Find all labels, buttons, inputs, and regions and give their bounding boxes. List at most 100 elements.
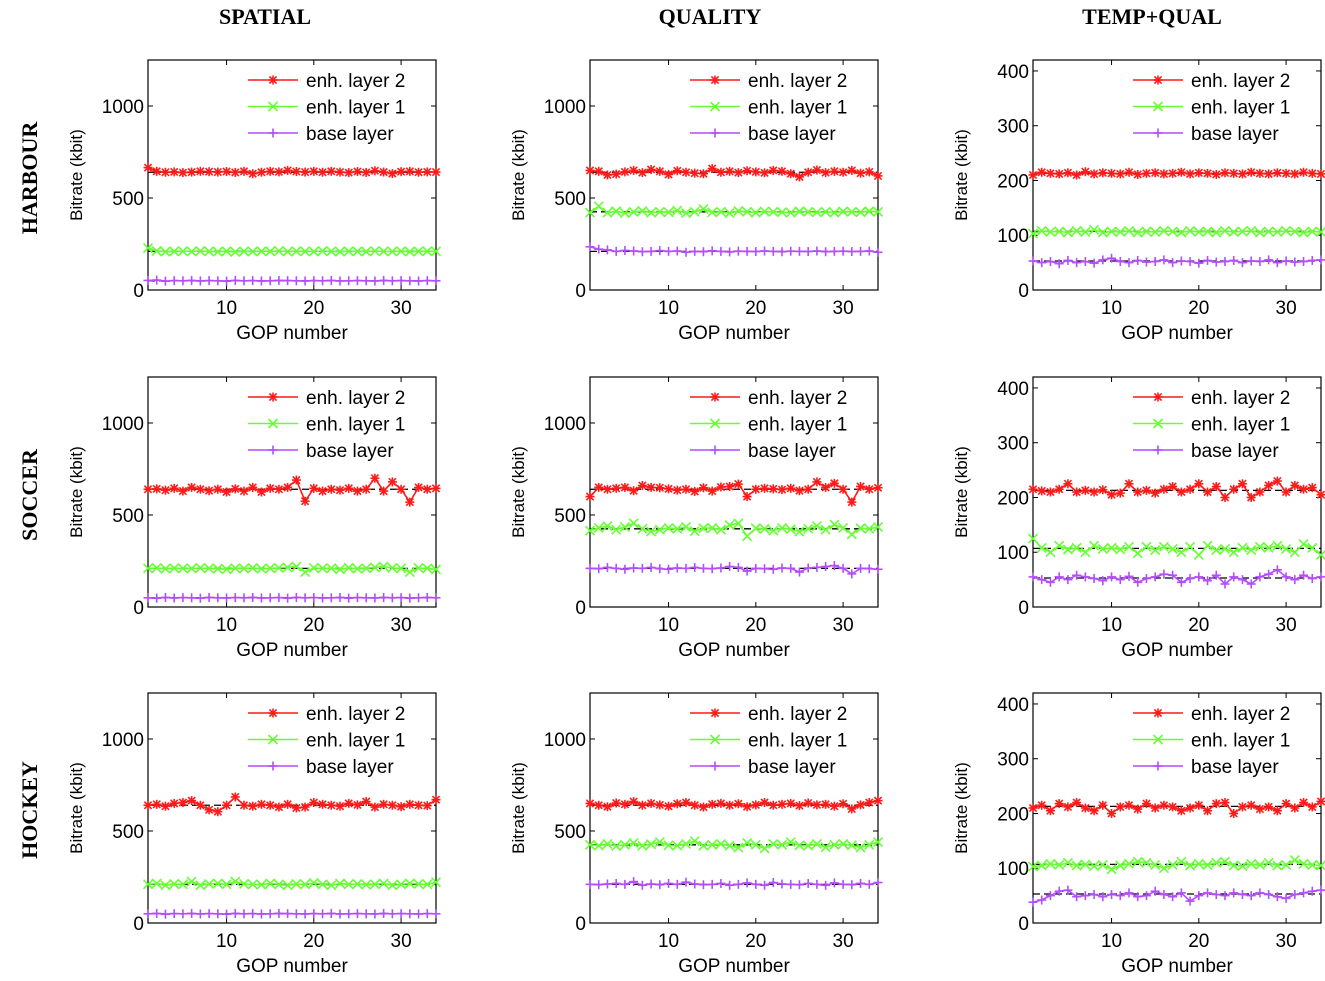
data-point-d2 <box>734 799 743 808</box>
data-point-d2 <box>1194 801 1203 810</box>
data-point <box>715 206 726 217</box>
legend-marker <box>268 761 278 771</box>
data-point <box>326 908 336 918</box>
data-point-d2 <box>1185 860 1196 871</box>
data-point <box>1176 167 1186 177</box>
data-point <box>602 802 612 812</box>
data-point <box>1281 168 1291 178</box>
legend-marker <box>1153 392 1163 402</box>
data-point <box>1307 255 1317 265</box>
data-point-d2 <box>160 246 171 257</box>
data-point <box>422 909 432 919</box>
data-point <box>637 523 648 534</box>
data-point <box>142 242 154 254</box>
data-point <box>856 168 866 178</box>
data-point <box>1141 257 1151 267</box>
data-point-d2 <box>637 205 648 216</box>
data-point-d2 <box>257 168 266 177</box>
data-point-d2 <box>334 246 346 257</box>
series-line <box>1032 568 1322 586</box>
data-point-d2 <box>222 167 231 176</box>
data-point <box>690 486 700 496</box>
data-point <box>1115 802 1125 812</box>
data-point-d2 <box>1046 169 1055 178</box>
data-point <box>239 486 249 496</box>
data-point <box>248 592 258 602</box>
data-point <box>1089 574 1099 584</box>
data-point-d2 <box>404 878 415 889</box>
data-point <box>707 164 717 174</box>
data-point-d2 <box>1237 542 1248 553</box>
data-point-d2 <box>663 840 674 851</box>
data-point-d2 <box>776 522 788 533</box>
y-tick-label: 500 <box>112 189 144 210</box>
data-point <box>230 876 241 887</box>
data-point <box>274 275 284 285</box>
data-point <box>318 909 328 919</box>
data-point <box>256 563 267 574</box>
data-point <box>1168 482 1178 492</box>
data-point <box>152 908 162 918</box>
data-point <box>594 564 604 574</box>
data-point <box>1281 859 1292 871</box>
data-point-d2 <box>629 486 638 495</box>
data-point <box>864 167 874 177</box>
data-point <box>593 522 604 533</box>
data-point-d2 <box>353 800 362 810</box>
data-point-d2 <box>1027 861 1039 872</box>
data-point-d2 <box>794 526 805 537</box>
data-point <box>1124 258 1134 268</box>
data-point <box>585 165 595 175</box>
legend-marker-d2 <box>267 101 279 112</box>
data-point-d2 <box>1316 490 1325 499</box>
data-point <box>352 878 363 890</box>
data-point-d2 <box>612 484 621 493</box>
data-point <box>283 165 293 175</box>
data-point-d2 <box>715 838 726 849</box>
data-point-d2 <box>1247 168 1256 177</box>
data-point <box>646 839 657 850</box>
data-point <box>855 523 866 534</box>
data-point <box>1115 488 1125 498</box>
data-point <box>751 800 761 810</box>
data-point <box>361 909 371 919</box>
data-point <box>637 247 647 257</box>
data-point <box>664 169 674 179</box>
data-point <box>707 564 717 574</box>
data-point-d2 <box>230 876 241 887</box>
data-point <box>689 526 700 537</box>
data-point <box>742 166 752 176</box>
data-point-d2 <box>689 206 700 217</box>
data-point-d2 <box>768 206 779 217</box>
data-point <box>680 208 692 219</box>
data-point-d2 <box>352 878 363 890</box>
data-point <box>1219 543 1231 555</box>
data-point-d2 <box>1203 806 1212 815</box>
data-point-d2 <box>873 483 883 492</box>
data-point <box>1115 226 1126 238</box>
data-point <box>654 836 665 848</box>
data-point <box>1072 487 1082 497</box>
data-point <box>300 909 310 919</box>
x-tick-label: 10 <box>658 298 679 319</box>
data-point-d2 <box>1298 538 1309 550</box>
data-point <box>1211 169 1221 179</box>
data-point-d2 <box>343 562 354 573</box>
data-point <box>1132 548 1143 559</box>
data-point <box>283 276 293 286</box>
data-point <box>585 563 595 573</box>
data-point <box>1255 487 1265 497</box>
data-point <box>186 563 197 574</box>
data-point-d2 <box>804 485 813 494</box>
data-point <box>282 246 293 257</box>
data-point <box>230 593 240 603</box>
data-point <box>335 801 345 811</box>
data-point-d2 <box>715 206 726 217</box>
data-point <box>724 520 735 531</box>
data-point-d2 <box>865 485 874 494</box>
data-point <box>707 207 718 218</box>
data-point-d2 <box>811 207 822 218</box>
data-point <box>309 909 319 919</box>
x-tick-label: 30 <box>391 615 412 636</box>
